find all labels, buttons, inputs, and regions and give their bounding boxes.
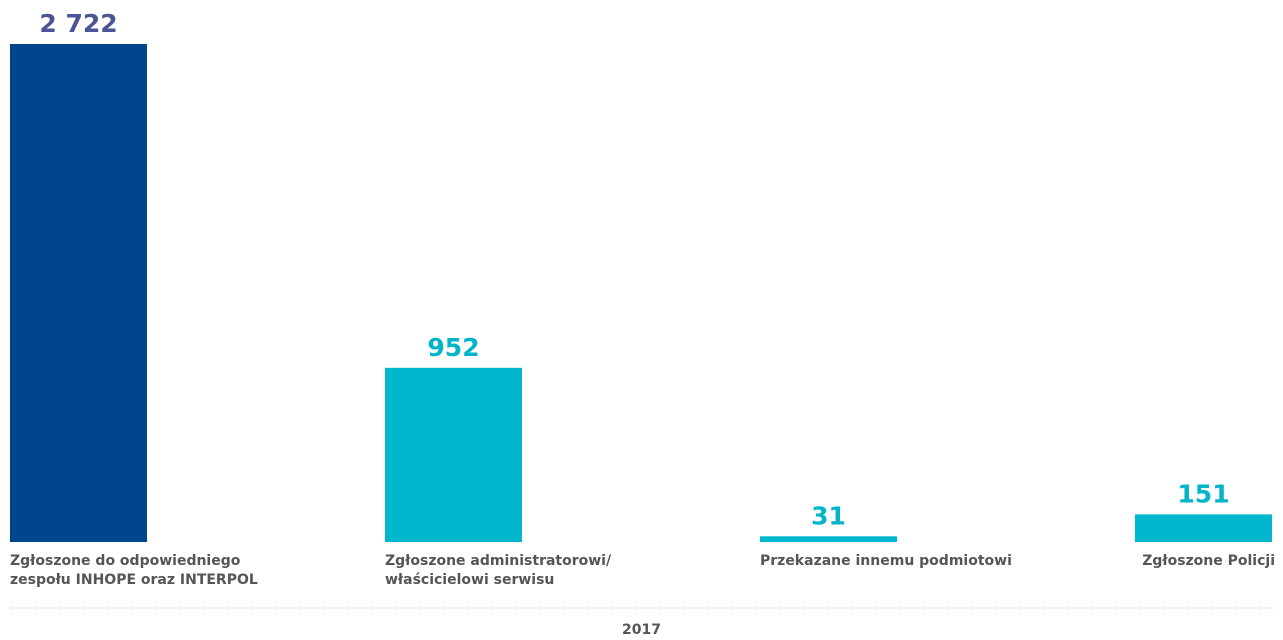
value-label: 151 <box>1177 479 1229 508</box>
category-label: Zgłoszone do odpowiedniego zespołu INHOP… <box>10 553 258 588</box>
bar <box>760 536 897 542</box>
x-axis-label: 2017 <box>622 622 661 638</box>
bar <box>10 44 147 542</box>
category-label: Zgłoszone Policji <box>1142 553 1275 569</box>
value-label: 31 <box>811 501 846 530</box>
value-label: 2 722 <box>39 9 117 38</box>
category-label: Zgłoszone administratorowi/ właścicielow… <box>385 553 612 588</box>
category-label: Przekazane innemu podmiotowi <box>760 553 1012 569</box>
bar <box>385 367 522 542</box>
bar <box>1135 514 1272 542</box>
value-label: 952 <box>427 333 479 362</box>
